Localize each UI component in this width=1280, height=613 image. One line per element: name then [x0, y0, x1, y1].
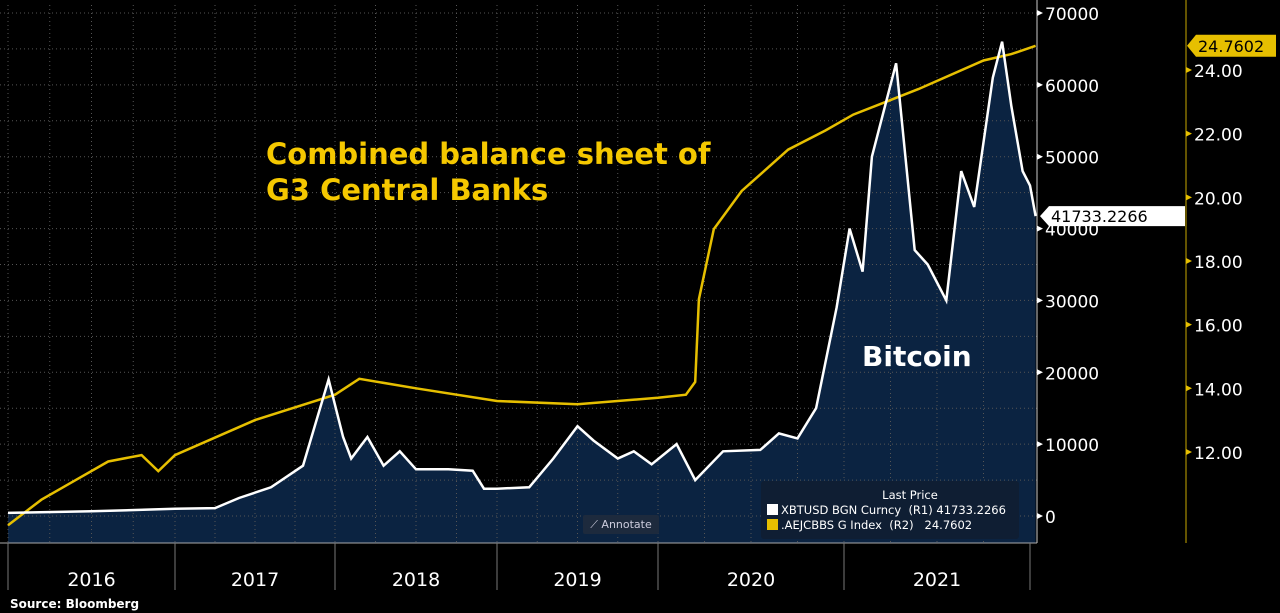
- pencil-icon: ⟋: [590, 518, 602, 531]
- tick-mark: [1037, 81, 1043, 88]
- x-tick-label: 2016: [67, 569, 115, 591]
- left-tick-label: 0: [1045, 508, 1056, 528]
- right-tick-label: 24.00: [1194, 62, 1243, 82]
- legend: Last Price XBTUSD BGN Curncy (R1) 41733.…: [761, 481, 1019, 539]
- tick-mark: [1037, 225, 1043, 232]
- tick-mark: [1037, 153, 1043, 160]
- right-tick-label: 16.00: [1194, 317, 1243, 337]
- x-tick-label: 2019: [553, 569, 601, 591]
- source-note: Source: Bloomberg: [10, 597, 140, 611]
- legend-value: 41733.2266: [936, 502, 1006, 517]
- tick-mark: [1037, 513, 1043, 519]
- tick-mark: [1186, 385, 1192, 392]
- x-tick-label: 2017: [231, 569, 279, 591]
- x-tick-label: 2018: [392, 569, 440, 591]
- tick-mark: [1037, 10, 1043, 16]
- legend-label: XBTUSD BGN Curncy (R1): [781, 502, 933, 517]
- annotation-line-1: Combined balance sheet of: [266, 137, 711, 171]
- right-tick-label: 18.00: [1194, 253, 1243, 273]
- annotate-button[interactable]: ⟋ Annotate: [583, 515, 659, 534]
- bitcoin-last-value: 41733.2266: [1051, 207, 1148, 226]
- bitcoin-last-value-tag: [1040, 206, 1185, 227]
- right-tick-label: 22.00: [1194, 126, 1243, 146]
- legend-title: Last Price: [882, 488, 938, 502]
- tick-mark: [1186, 257, 1192, 264]
- right-tick-label: 20.00: [1194, 189, 1243, 209]
- tick-mark: [1186, 321, 1192, 328]
- tick-mark: [1186, 448, 1192, 455]
- tick-mark: [1186, 194, 1192, 201]
- left-tick-label: 10000: [1045, 436, 1099, 456]
- x-tick-label: 2020: [727, 569, 775, 591]
- tick-mark: [1037, 297, 1043, 304]
- annotate-label: Annotate: [601, 518, 652, 531]
- index-last-value-tag: [1187, 34, 1276, 57]
- left-tick-label: 50000: [1045, 149, 1099, 169]
- right-tick-label: 14.00: [1194, 380, 1243, 400]
- legend-value: 24.7602: [924, 517, 973, 532]
- tick-mark: [1037, 441, 1043, 448]
- bitcoin-line: [7, 41, 1037, 515]
- index-line: [7, 44, 1037, 527]
- legend-item-bitcoin: XBTUSD BGN Curncy (R1) 41733.2266: [767, 502, 1019, 517]
- bitcoin-annotation: Bitcoin: [862, 340, 972, 373]
- legend-item-index: .AEJCBBS G Index (R2) 24.7602: [767, 517, 1019, 532]
- tick-mark: [1186, 130, 1192, 137]
- tick-mark: [1037, 369, 1043, 376]
- legend-label: .AEJCBBS G Index (R2): [781, 517, 914, 532]
- annotation-line-2: G3 Central Banks: [266, 173, 549, 207]
- left-tick-label: 60000: [1045, 77, 1099, 97]
- left-tick-label: 20000: [1045, 364, 1099, 384]
- right-tick-label: 12.00: [1194, 444, 1243, 464]
- legend-swatch: [767, 519, 778, 530]
- x-tick-label: 2021: [913, 569, 961, 591]
- left-tick-label: 30000: [1045, 292, 1099, 312]
- tick-mark: [1186, 67, 1192, 73]
- left-tick-label: 70000: [1045, 5, 1099, 25]
- central-banks-annotation: Combined balance sheet of G3 Central Ban…: [266, 136, 710, 208]
- index-last-value: 24.7602: [1198, 37, 1264, 56]
- legend-swatch: [767, 504, 778, 515]
